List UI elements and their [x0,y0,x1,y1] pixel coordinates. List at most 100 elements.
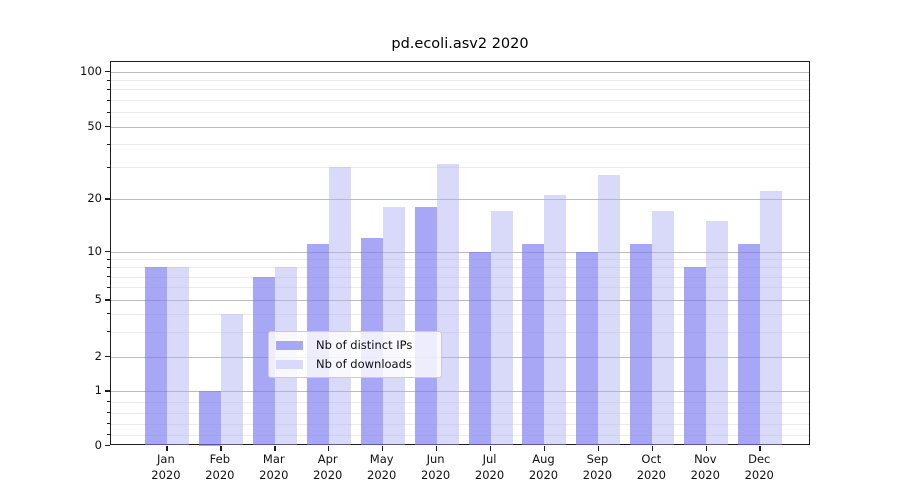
bar-distinct-ips [738,244,761,446]
legend-label-distinct-ips: Nb of distinct IPs [316,338,413,352]
y-minor-tick [106,258,110,260]
legend-entry-downloads: Nb of downloads [276,357,433,371]
y-minor-tick [106,79,110,81]
bar-distinct-ips [576,251,599,446]
x-tick-label: Oct 2020 [636,452,666,482]
major-gridline [111,251,809,253]
x-tick [435,445,438,451]
x-tick [274,445,276,451]
y-minor-tick [106,99,110,101]
y-tick-label: 1 [94,383,102,397]
y-minor-tick [106,266,110,268]
plot-area [104,61,810,451]
y-tick [104,299,110,301]
y-tick-label: 10 [87,243,102,258]
bar-downloads [436,164,459,446]
bar-downloads [598,175,621,446]
y-tick-label: 50 [87,118,102,133]
legend: Nb of distinct IPs Nb of downloads [268,331,442,378]
x-tick [651,445,654,451]
y-tick-label: 0 [94,437,102,452]
x-tick-label: Jan 2020 [151,452,181,482]
minor-gridline [111,412,809,414]
y-minor-tick [106,412,110,414]
y-tick [104,250,110,253]
x-tick-label: Jun 2020 [420,452,451,482]
x-tick-label: Feb 2020 [205,452,235,482]
x-tick [759,445,761,451]
bar-downloads [760,191,783,446]
minor-gridline [111,100,809,101]
major-gridline [111,300,809,301]
major-gridline [111,71,809,73]
y-tick [104,390,110,392]
bar-downloads [220,313,243,446]
bar-downloads [166,267,189,446]
x-tick-label: Apr 2020 [313,452,343,482]
bar-distinct-ips [252,276,275,446]
x-tick [220,445,222,451]
bar-distinct-ips [630,244,653,446]
x-tick [381,445,384,451]
x-tick [327,445,330,451]
bar-distinct-ips [144,267,167,446]
y-tick [104,125,110,128]
bar-distinct-ips [684,267,707,446]
x-tick-label: Nov 2020 [690,452,720,482]
x-tick [597,445,600,451]
legend-swatch-distinct-ips [276,340,303,350]
x-tick-label: May 2020 [367,452,397,482]
bar-downloads [544,195,567,446]
legend-label-downloads: Nb of downloads [316,357,412,371]
x-tick-label: Mar 2020 [259,452,289,482]
y-tick [104,198,110,200]
bar-downloads [490,211,513,446]
major-gridline [111,356,809,358]
minor-gridline [111,313,809,315]
minor-gridline [111,423,809,425]
minor-gridline [111,276,809,278]
major-gridline [111,126,809,128]
legend-entry-distinct-ips: Nb of distinct IPs [276,338,433,352]
x-tick [705,445,708,451]
bar-distinct-ips [468,251,491,446]
y-minor-tick [106,88,110,90]
y-tick [104,444,110,447]
y-tick-label: 100 [80,63,102,78]
x-tick [166,445,168,451]
x-tick [489,445,492,451]
major-gridline [111,391,809,392]
minor-gridline [111,287,809,289]
x-tick-label: Aug 2020 [528,452,559,482]
y-minor-tick [106,401,110,403]
minor-gridline [111,144,809,146]
y-minor-tick [106,286,110,288]
y-tick [104,70,110,73]
y-minor-tick [106,313,110,315]
minor-gridline [111,112,809,114]
y-minor-tick [106,166,110,168]
minor-gridline [111,267,809,269]
bar-downloads [328,167,351,446]
chart-title: pd.ecoli.asv2 2020 [391,36,529,52]
bar-distinct-ips [198,391,221,446]
minor-gridline [111,434,809,436]
major-gridline [111,199,809,200]
y-minor-tick [106,434,110,436]
y-minor-tick [106,276,110,278]
minor-gridline [111,80,809,82]
y-minor-tick [106,331,110,333]
y-tick-label: 5 [94,292,102,306]
x-tick-label: Jul 2020 [474,452,505,482]
minor-gridline [111,401,809,403]
y-tick-label: 2 [94,348,102,363]
x-tick [543,445,546,451]
x-tick-label: Sep 2020 [582,452,613,482]
bar-downloads [706,220,729,446]
bar-downloads [382,207,405,446]
minor-gridline [111,167,809,168]
y-tick-label: 20 [87,191,102,205]
y-minor-tick [106,111,110,113]
minor-gridline [111,331,809,333]
